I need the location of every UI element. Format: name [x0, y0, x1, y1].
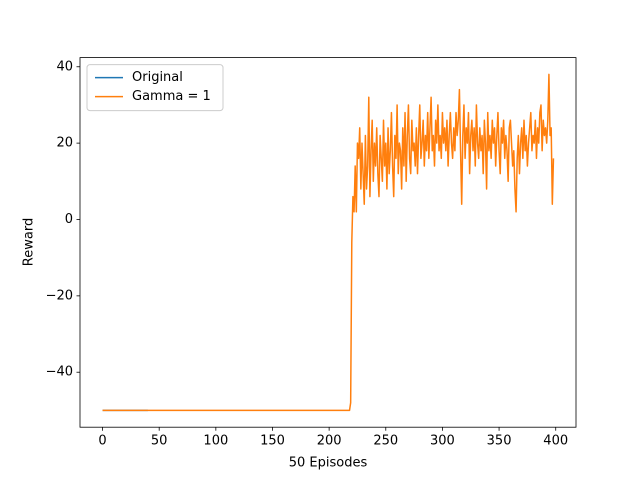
plot-frame: [79, 57, 577, 428]
x-tick-label: 400: [543, 434, 568, 449]
x-axis-label: 50 Episodes: [289, 456, 368, 471]
x-tick-label: 200: [317, 434, 342, 449]
x-tick-label: 250: [373, 434, 398, 449]
x-tick-label: 350: [487, 434, 512, 449]
y-tick-label: −40: [46, 365, 73, 380]
y-tick-label: 0: [65, 212, 73, 227]
y-tick-label: 20: [56, 136, 73, 151]
y-tick-label: 40: [56, 59, 73, 74]
legend-label: Original: [132, 70, 183, 85]
x-tick-label: 300: [430, 434, 455, 449]
data-line: [102, 73, 555, 412]
legend-box: [86, 64, 224, 112]
x-tick-label: 100: [203, 434, 228, 449]
y-axis-label: Reward: [22, 218, 37, 266]
x-tick-label: 50: [151, 434, 168, 449]
legend-label: Gamma = 1: [132, 89, 211, 104]
y-tick-label: −20: [46, 288, 73, 303]
x-tick-label: 150: [260, 434, 285, 449]
x-tick-label: 0: [98, 434, 106, 449]
